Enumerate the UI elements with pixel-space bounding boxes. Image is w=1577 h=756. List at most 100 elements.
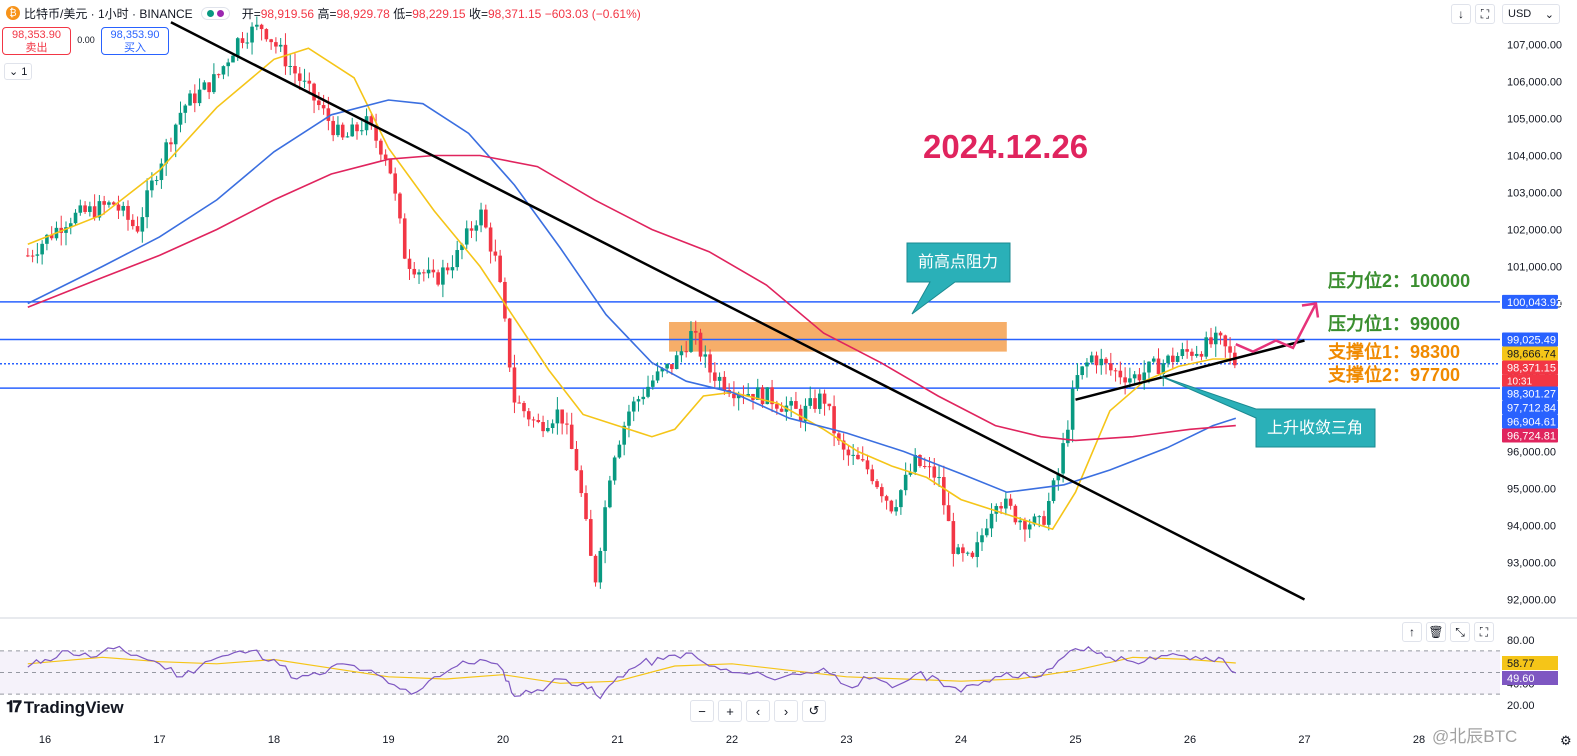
candle-body — [588, 519, 593, 556]
price-axis-tick: 106,000.00 — [1507, 77, 1562, 89]
resistance-2-label: 压力位2：100000 — [1328, 270, 1470, 291]
time-axis-tick: 20 — [497, 734, 509, 746]
chevron-down-icon: ⌄ — [1544, 8, 1554, 21]
symbol-title[interactable]: 比特币/美元 · 1小时 · BINANCE — [24, 6, 193, 21]
candle-body — [455, 250, 459, 268]
candle-body — [689, 331, 693, 352]
candle-body — [1128, 378, 1132, 383]
candle-body — [1199, 353, 1204, 357]
candle-body — [426, 269, 431, 274]
delete-icon[interactable]: 🗑 — [1426, 622, 1446, 642]
zoom-in-icon[interactable]: + — [718, 700, 742, 722]
zoom-out-icon[interactable]: − — [690, 700, 714, 722]
candle-body — [1151, 358, 1156, 362]
candle-body — [145, 190, 149, 218]
candle-body — [340, 124, 345, 138]
candle-body — [755, 387, 760, 400]
candle-body — [245, 42, 250, 44]
candle-body — [488, 227, 493, 252]
price-label-text: 96,904.61 — [1507, 417, 1556, 429]
candle-body — [1147, 361, 1151, 373]
candle-body — [255, 24, 259, 27]
candle-body — [975, 542, 980, 557]
price-label-box — [1502, 414, 1558, 429]
scroll-left-icon[interactable]: ‹ — [746, 700, 770, 722]
candle-body — [541, 422, 545, 432]
scroll-right-icon[interactable]: › — [774, 700, 798, 722]
candle-body — [536, 419, 541, 423]
candle-body — [154, 180, 159, 182]
reset-chart-icon[interactable]: ↺ — [802, 700, 826, 722]
candle-body — [35, 254, 40, 256]
price-axis-tick: 105,000.00 — [1507, 114, 1562, 126]
fullscreen-icon[interactable]: ⛶ — [1475, 4, 1495, 24]
settings-icon: ⚙ — [1560, 733, 1572, 748]
candle-body — [336, 124, 340, 136]
candle-body — [531, 419, 536, 421]
candle-body — [140, 217, 145, 232]
candle-body — [369, 116, 374, 126]
price-label-box — [1502, 400, 1558, 415]
candle-body — [178, 112, 183, 125]
price-axis-tick: 92,000.00 — [1507, 595, 1556, 607]
chevron-down-icon: ⌄ — [9, 66, 19, 78]
sell-button[interactable]: 98,353.90 卖出 — [2, 27, 71, 55]
candle-body — [1037, 516, 1042, 518]
candle-body — [813, 398, 817, 409]
ma-fast-line — [27, 47, 1236, 531]
candle-body — [288, 66, 293, 68]
candle-body — [231, 55, 235, 63]
candle-body — [612, 457, 617, 481]
candle-body — [493, 251, 498, 256]
status-dots[interactable] — [200, 6, 230, 20]
candle-body — [670, 364, 674, 370]
candle-body — [1113, 370, 1118, 372]
candle-body — [321, 105, 326, 109]
candle-body — [865, 460, 870, 470]
candle-body — [107, 202, 111, 205]
candle-body — [598, 550, 603, 583]
candle-body — [837, 433, 841, 441]
move-up-icon[interactable]: ↑ — [1402, 622, 1422, 642]
candle-body — [732, 393, 736, 399]
candle-body — [951, 521, 956, 554]
maximize-pane-icon[interactable]: ⛶ — [1474, 622, 1494, 642]
candle-body — [1161, 363, 1166, 374]
price-axis-tick: 101,000.00 — [1507, 262, 1562, 274]
candle-body — [1032, 516, 1037, 525]
candle-body — [708, 354, 712, 373]
candle-body — [684, 351, 688, 353]
candle-body — [173, 124, 178, 145]
candle-body — [627, 411, 631, 426]
candle-body — [693, 331, 698, 333]
candle-body — [412, 268, 417, 275]
candle-body — [422, 272, 426, 274]
candle-body — [937, 477, 941, 479]
candle-body — [956, 547, 960, 554]
candle-body — [374, 125, 378, 141]
uptrend-line — [1075, 339, 1305, 401]
resistance-1-label: 压力位1：99000 — [1328, 313, 1460, 334]
candle-body — [30, 255, 35, 257]
download-icon[interactable]: ↓ — [1451, 4, 1471, 24]
candle-body — [111, 202, 116, 205]
candle-body — [946, 505, 951, 522]
currency-selector[interactable]: USD ⌄ — [1502, 4, 1560, 24]
candle-body — [674, 355, 679, 370]
price-label-box — [1502, 346, 1558, 361]
buy-button[interactable]: 98,353.90 买入 — [101, 27, 169, 55]
candle-body — [121, 205, 126, 211]
candle-body — [216, 74, 221, 76]
candle-body — [522, 402, 526, 412]
candle-body — [326, 108, 331, 121]
candle-body — [989, 513, 994, 529]
lot-size-selector[interactable]: ⌄ 1 — [4, 63, 33, 80]
candle-body — [1085, 362, 1089, 367]
collapse-icon[interactable]: ⤡ — [1450, 622, 1470, 642]
candle-body — [259, 24, 264, 30]
candle-body — [317, 100, 321, 106]
candle-body — [97, 201, 102, 218]
candle-body — [135, 226, 140, 232]
candle-body — [307, 80, 312, 84]
